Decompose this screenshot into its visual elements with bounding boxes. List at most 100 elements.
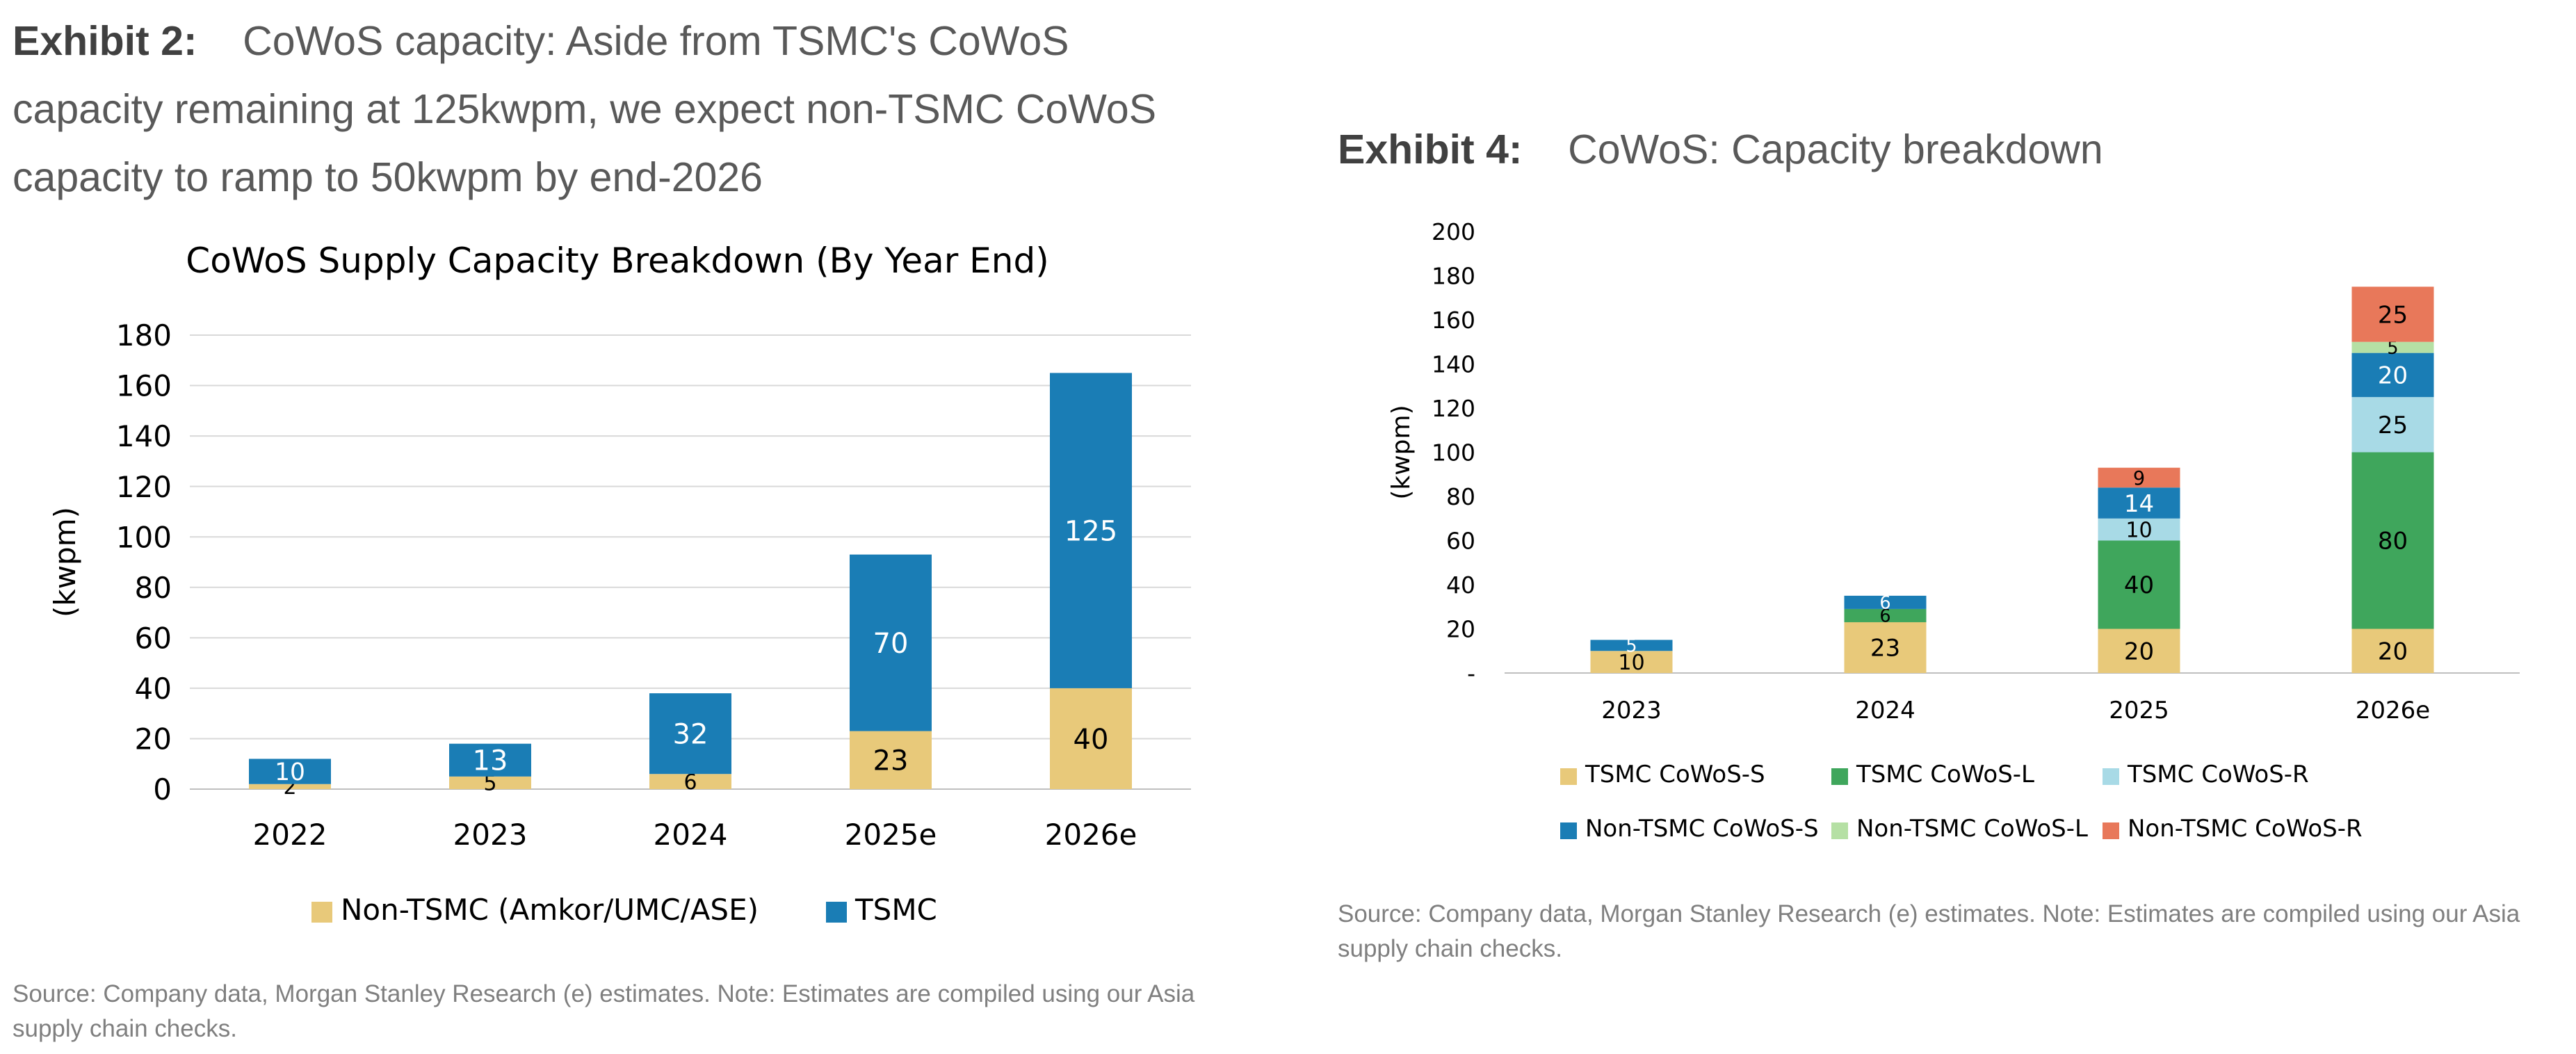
data-label: 5 [483,772,496,796]
y-tick-label: 120 [116,470,172,504]
data-label: 40 [1074,724,1109,756]
bar-non-tsmc-amkor-umc-ase-2024 [649,774,731,789]
x-tick-label: 2022 [253,818,327,852]
x-tick-label: 2025e [845,818,937,852]
capacity-breakdown-chart: CoWoS Supply Capacity Breakdown (By Year… [48,241,1191,927]
legend-label: TSMC CoWoS-S [1585,761,1765,788]
data-label: 125 [1064,516,1117,548]
data-label: 14 [2124,490,2154,518]
x-tick-label: 2026e [2356,697,2430,724]
y-tick-label: 100 [116,520,172,554]
y-axis-label: (kwpm) [48,507,82,617]
data-label: 20 [2378,638,2408,665]
y-tick-label: 140 [1432,350,1475,378]
data-label: 23 [873,745,909,777]
data-label: 5 [2387,338,2398,359]
x-tick-label: 2023 [1601,697,1662,724]
y-tick-label: 60 [1446,527,1475,554]
y-tick-label: 80 [135,571,172,605]
y-tick-label: 0 [153,772,172,806]
y-tick-label: 80 [1446,483,1475,510]
bar-tsmc-cowos-s-2023 [1590,651,1673,673]
data-label: 80 [2378,528,2408,556]
data-label: 70 [873,628,909,660]
y-tick-label: 20 [135,722,172,756]
bar-tsmc-2025e [850,554,932,731]
legend-swatch-tsmc [826,902,847,923]
bar-tsmc-cowos-r-2026e [2351,397,2434,453]
bar-non-tsmc-amkor-umc-ase-2023 [449,776,531,789]
y-tick-label: 160 [116,369,172,403]
legend-swatch-tsmc-cowos-s [1560,768,1577,785]
data-label: 9 [2133,468,2145,489]
bar-non-tsmc-cowos-s-2024 [1844,595,1927,609]
data-label: 10 [1618,651,1644,675]
legend-label: Non-TSMC CoWoS-L [1856,815,2088,843]
y-tick-label: 120 [1432,395,1475,422]
data-label: 25 [2378,412,2408,439]
bar-non-tsmc-cowos-r-2026e [2351,286,2434,342]
data-label: 25 [2378,301,2408,329]
bar-non-tsmc-cowos-s-2023 [1590,640,1673,651]
exhibit-4-label: Exhibit 4: [1338,127,1523,172]
legend-label: TSMC [854,893,937,927]
bar-non-tsmc-amkor-umc-ase-2026e [1050,688,1132,789]
legend-label: Non-TSMC (Amkor/UMC/ASE) [341,893,759,927]
legend-swatch-non-tsmc-amkor-umc-ase [311,902,332,923]
y-tick-label: 40 [135,672,172,706]
exhibit-2-source: Source: Company data, Morgan Stanley Res… [13,980,1195,1042]
y-tick-label: 180 [1432,262,1475,289]
bar-tsmc-2022 [249,759,331,784]
exhibit-4-caption: CoWoS: Capacity breakdown [1568,127,2103,172]
data-label: 13 [473,745,508,777]
data-label: 32 [673,719,708,751]
bar-non-tsmc-amkor-umc-ase-2022 [249,784,331,789]
bar-tsmc-cowos-r-2025 [2098,518,2180,541]
y-tick-label: 140 [116,419,172,453]
x-tick-label: 2026e [1045,818,1137,852]
data-label: 40 [2124,571,2154,599]
x-tick-label: 2024 [1855,697,1915,724]
legend-label: Non-TSMC CoWoS-R [2128,815,2363,843]
bar-non-tsmc-cowos-s-2026e [2351,352,2434,398]
bar-tsmc-cowos-s-2024 [1844,622,1927,673]
data-label: 23 [1870,635,1900,663]
legend-swatch-tsmc-cowos-l [1831,768,1848,785]
chart-title: CoWoS Supply Capacity Breakdown (By Year… [186,241,1048,281]
cowos-capacity-breakdown-chart: -20406080100120140160180200(kwpm)1052023… [1387,218,2520,843]
y-tick-label: 20 [1446,615,1475,642]
legend-label: TSMC CoWoS-L [1856,761,2034,788]
bar-tsmc-2026e [1050,373,1132,688]
x-tick-label: 2025 [2109,697,2169,724]
legend-swatch-non-tsmc-cowos-l [1831,822,1848,839]
bar-non-tsmc-cowos-l-2026e [2351,341,2434,353]
data-label: 6 [683,770,697,795]
bar-non-tsmc-cowos-s-2025 [2098,487,2180,519]
bar-tsmc-cowos-s-2025 [2098,629,2180,673]
bar-tsmc-cowos-l-2025 [2098,540,2180,629]
data-label: 10 [275,759,305,786]
bar-tsmc-cowos-l-2024 [1844,608,1927,622]
legend-label: Non-TSMC CoWoS-S [1585,815,1819,843]
y-tick-label: 100 [1432,439,1475,466]
y-tick-label: 160 [1432,307,1475,334]
y-tick-label: 40 [1446,571,1475,599]
y-tick-label: 180 [116,318,172,352]
bar-tsmc-cowos-s-2026e [2351,629,2434,673]
exhibit-2-title: Exhibit 2: CoWoS capacity: Aside from TS… [13,7,1215,211]
bar-tsmc-cowos-l-2026e [2351,452,2434,629]
x-tick-label: 2024 [654,818,728,852]
y-tick-label: 200 [1432,218,1475,245]
data-label: 6 [1879,606,1890,627]
bar-non-tsmc-amkor-umc-ase-2025e [850,731,932,789]
legend-label: TSMC CoWoS-R [2127,761,2309,788]
y-tick-label: - [1467,660,1475,687]
bar-tsmc-2024 [649,693,731,775]
legend-swatch-non-tsmc-cowos-s [1560,822,1577,839]
bar-non-tsmc-cowos-r-2025 [2098,467,2180,488]
legend-swatch-tsmc-cowos-r [2103,768,2119,785]
y-axis-label: (kwpm) [1387,405,1416,499]
data-label: 6 [1879,593,1890,614]
exhibit-2-caption: CoWoS capacity: Aside from TSMC's CoWoS … [13,18,1157,200]
exhibit-2-label: Exhibit 2: [13,18,197,64]
